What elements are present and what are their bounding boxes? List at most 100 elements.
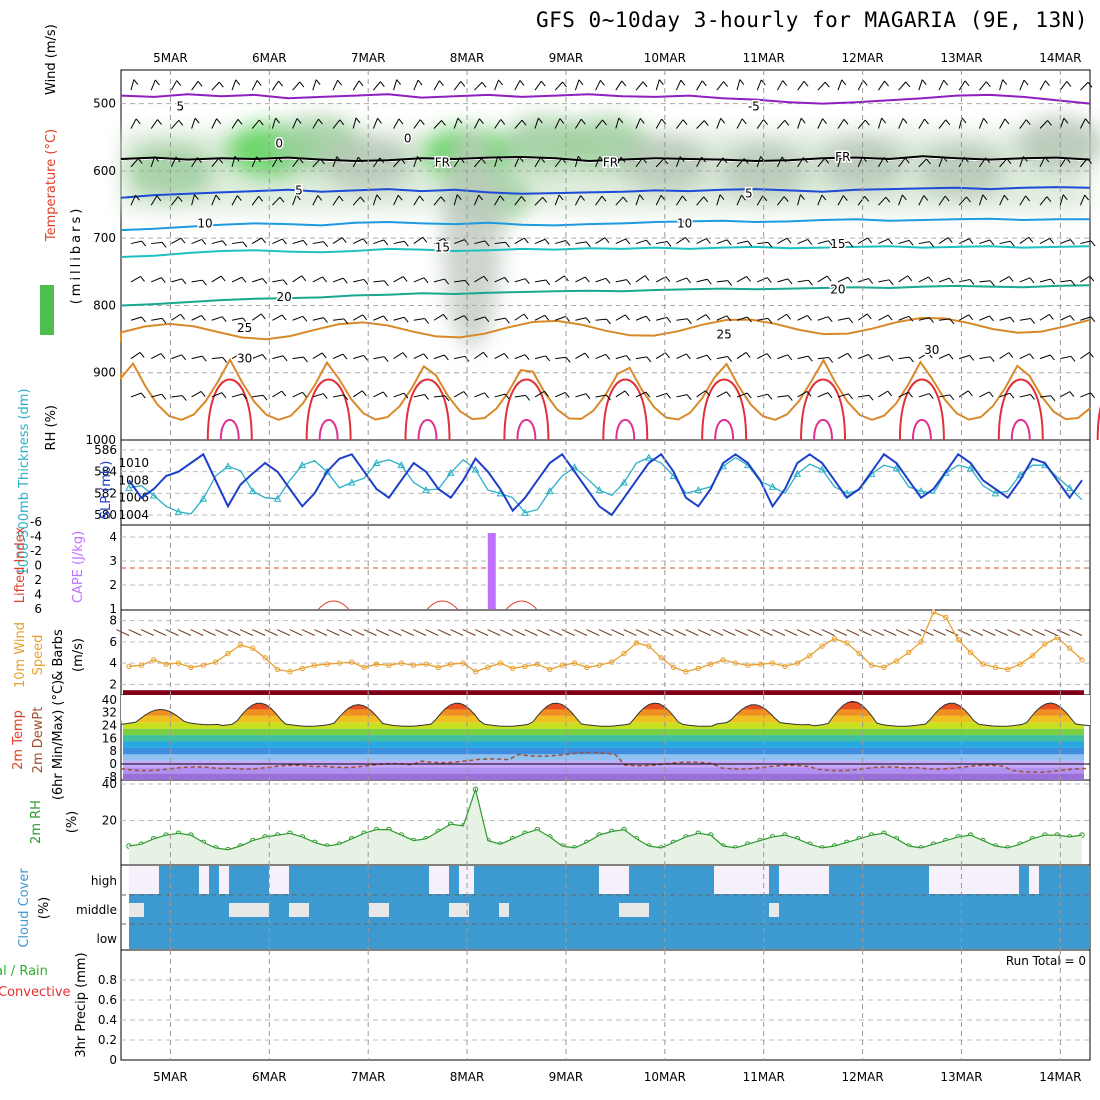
wind-barb <box>1059 315 1071 321</box>
wind-barb-flag <box>723 81 728 87</box>
wind-barb <box>271 80 279 91</box>
wind-barb <box>1019 318 1031 321</box>
wind-barb <box>272 238 283 245</box>
wind-barb-flag <box>321 352 327 359</box>
wind-barb <box>817 81 826 91</box>
wind-barb-flag <box>767 242 773 248</box>
wind10-barb <box>425 629 439 636</box>
slp-ylabels: SLP (mb) <box>99 461 114 520</box>
temp-tick: 8 <box>109 744 117 758</box>
wind-barb <box>353 278 365 283</box>
wind-barb-flag <box>645 391 651 398</box>
wind10-barb <box>215 629 229 636</box>
wind-barb-flag <box>887 314 893 321</box>
wind10-point <box>1029 652 1036 659</box>
wind-barb <box>1019 353 1030 360</box>
wind-barb-flag <box>1029 353 1035 360</box>
wind-barb <box>494 276 505 283</box>
wind-barb <box>736 158 745 168</box>
thickness-point <box>248 487 257 495</box>
wind-barb-flag <box>703 196 709 203</box>
wind10-point <box>1017 661 1023 667</box>
wind-barb-flag <box>868 354 873 360</box>
wind10-point <box>1042 641 1048 647</box>
wind-barb <box>837 352 848 360</box>
wind-barb-flag <box>258 119 264 126</box>
dewpt-ylabel: 2m DewPt <box>31 707 46 774</box>
contour-label: 0 <box>404 131 412 145</box>
wind-barb <box>877 157 885 168</box>
wind-barb-flag <box>929 317 934 323</box>
isotherm-5 <box>120 186 1091 199</box>
wind-barb-flag <box>194 194 199 200</box>
wind-barb-flag <box>808 279 813 286</box>
contour-label: 15 <box>435 240 450 254</box>
thickness-point <box>471 465 480 473</box>
top-date-label: 7MAR <box>351 51 386 65</box>
ylabel-cloud: Cloud Cover <box>17 868 32 948</box>
wind-barb-flag <box>909 356 914 363</box>
wind-barb <box>575 393 587 398</box>
wind10-barb <box>388 629 402 636</box>
wind-barb-flag <box>784 120 790 126</box>
wind10-barb <box>128 629 142 636</box>
wind-barb <box>837 195 844 206</box>
wind-barb-flag <box>362 238 368 245</box>
wind-barb-flag <box>460 81 466 87</box>
wind-barb-flag <box>216 118 222 124</box>
wind-barb-flag <box>782 80 788 86</box>
wind-barb-flag <box>786 237 792 244</box>
wind-barb-flag <box>605 278 611 284</box>
wind-barb <box>1019 236 1030 244</box>
series-wind10 <box>128 611 1083 673</box>
thickness-tick: 580 <box>94 508 117 522</box>
lifted-tick: 6 <box>34 602 42 616</box>
wind-barb-flag <box>444 278 450 285</box>
wind-barb-flag <box>558 194 564 201</box>
wind-barb-flag <box>416 156 422 162</box>
wind-barb-flag <box>315 79 321 86</box>
wind-barb-flag <box>719 194 725 201</box>
wind10-barb <box>660 629 674 636</box>
wind-barb <box>817 158 826 168</box>
wind10-barb <box>932 629 947 636</box>
wind-barb <box>332 119 341 129</box>
temp-ylabel: 2m Temp <box>11 710 26 770</box>
wind-barb-flag <box>505 317 510 324</box>
wind-barb-flag <box>1090 392 1095 399</box>
wind-barb <box>736 79 741 91</box>
wind10-point <box>943 614 949 621</box>
wind-barb <box>1039 196 1048 206</box>
wind-barb <box>797 391 808 398</box>
wind-barb <box>595 277 607 283</box>
rh2m-tick: 20 <box>102 814 117 828</box>
wind-barb <box>615 279 627 283</box>
top-date-label: 6MAR <box>252 51 287 65</box>
slp-tick: 1004 <box>118 508 149 522</box>
wind-barb-flag <box>945 119 951 126</box>
wind-barb <box>635 391 647 398</box>
wind-barb <box>736 240 748 245</box>
wind10-barb <box>982 629 996 636</box>
wind-barb-flag <box>686 277 692 284</box>
wind-barb-flag <box>739 79 745 85</box>
wind-barb-flag <box>383 239 389 246</box>
wind-barb-flag <box>379 81 385 87</box>
wind10-barb <box>809 629 823 636</box>
wind-barb <box>595 156 601 168</box>
wind-barb <box>575 241 587 245</box>
wind10-barb <box>685 629 699 636</box>
wind-barb-flag <box>397 194 403 201</box>
wind-barb <box>433 156 440 168</box>
wind-barb-flag <box>747 240 753 247</box>
wind-barb <box>1019 393 1031 398</box>
wind-barb <box>635 157 643 168</box>
isotherm-40 <box>615 419 636 441</box>
wind-barb <box>554 157 563 168</box>
wind-barb <box>676 394 688 398</box>
wind-barb-flag <box>807 355 813 362</box>
wind-barb <box>211 194 217 206</box>
wind-barb-flag <box>281 390 287 397</box>
wind-barb-flag <box>928 276 933 283</box>
wind-barb <box>514 156 520 168</box>
